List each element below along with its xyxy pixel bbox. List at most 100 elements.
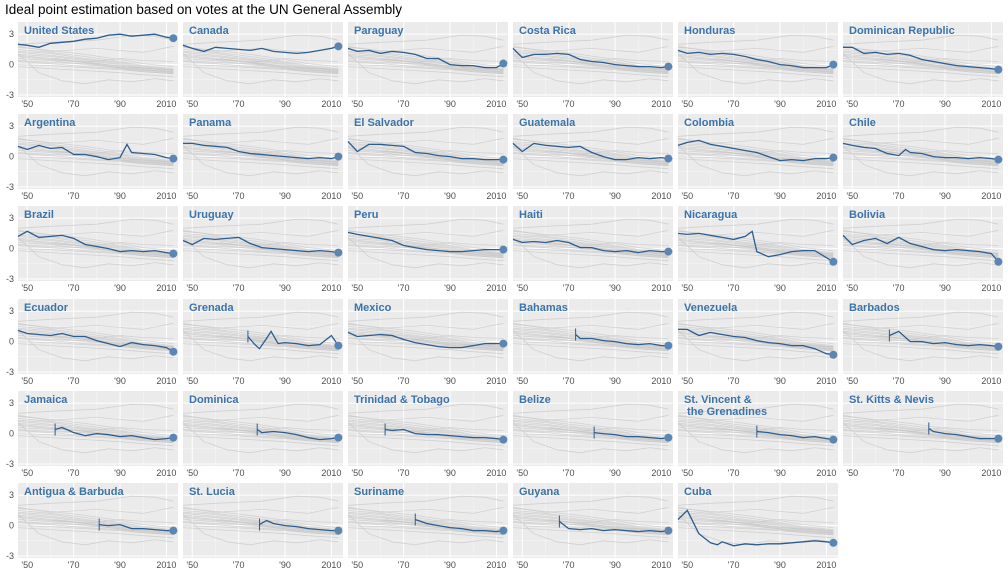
background-series-line xyxy=(842,137,999,145)
background-series-line xyxy=(512,418,669,438)
series-line-jamaica xyxy=(54,426,174,441)
background-series-line xyxy=(17,514,174,546)
background-series-line xyxy=(710,335,834,340)
x-tick-label: '70 xyxy=(398,191,410,201)
background-series-line xyxy=(512,148,669,163)
series-line-colombia xyxy=(677,139,834,162)
x-tick-label: '90 xyxy=(279,99,291,109)
background-series-line xyxy=(710,242,834,247)
background-series-line xyxy=(842,233,999,253)
background-series-line xyxy=(182,150,339,166)
series-endpoint-dominica xyxy=(334,433,343,442)
series-line-bahamas xyxy=(575,334,669,347)
x-tick-label: 2010 xyxy=(981,376,1001,386)
x-tick-label: '70 xyxy=(563,283,575,293)
background-series-line xyxy=(677,250,834,262)
background-series-line xyxy=(347,158,504,170)
y-tick-label: 0 xyxy=(9,60,14,70)
background-series-line xyxy=(347,326,504,346)
background-series-line xyxy=(182,495,339,506)
background-series-line xyxy=(347,403,504,414)
series-line-bolivia xyxy=(842,234,999,263)
background-series-line xyxy=(17,145,174,177)
background-series-line xyxy=(842,415,999,436)
background-series-line xyxy=(182,248,339,259)
panel-title-st-lucia: St. Lucia xyxy=(189,486,236,498)
panel-title-belize: Belize xyxy=(519,394,551,406)
series-endpoint-argentina xyxy=(169,154,178,163)
y-tick-label: 3 xyxy=(9,490,14,500)
x-tick-label: 2010 xyxy=(156,191,176,201)
x-tick-label: '90 xyxy=(114,560,126,570)
background-series-line xyxy=(512,506,669,514)
series-endpoint-costa-rica xyxy=(664,62,673,71)
x-tick-label: '90 xyxy=(609,99,621,109)
panel-title-el-salvador: El Salvador xyxy=(354,117,415,129)
panel-title-guatemala: Guatemala xyxy=(519,117,576,129)
background-series-line xyxy=(677,343,834,355)
background-series-line xyxy=(347,218,504,229)
background-series-line xyxy=(17,233,174,253)
background-series-line xyxy=(842,322,999,330)
background-series-line xyxy=(677,53,834,85)
background-series-line xyxy=(182,341,339,352)
series-endpoint-nicaragua xyxy=(829,257,838,266)
x-tick-label: '70 xyxy=(728,560,740,570)
background-series-line xyxy=(842,248,999,259)
panel-bahamas: Bahamas '50 '70 '90 2010 xyxy=(512,299,673,386)
background-series-line xyxy=(182,229,339,237)
panel-grenada: Grenada '50 '70 '90 2010 xyxy=(182,299,343,386)
panel-title-argentina: Argentina xyxy=(24,117,76,129)
background-series-line xyxy=(889,59,999,70)
background-series-line xyxy=(512,156,669,167)
background-series-line xyxy=(512,403,669,414)
panel-title-bahamas: Bahamas xyxy=(519,302,568,314)
background-series-line xyxy=(17,425,174,440)
x-tick-label: '50 xyxy=(21,283,33,293)
x-tick-label: '70 xyxy=(68,99,80,109)
panel-barbados: Barbados '50 '70 '90 2010 xyxy=(842,299,1003,386)
panel-suriname: Suriname '50 '70 '90 2010 xyxy=(347,483,508,570)
background-series-line xyxy=(229,151,339,162)
background-series-line xyxy=(17,229,174,237)
background-series-line xyxy=(347,250,504,262)
background-series-line xyxy=(394,243,504,254)
background-series-line xyxy=(17,49,174,69)
chart-title: Ideal point estimation based on votes at… xyxy=(5,2,402,17)
background-series-line xyxy=(17,323,174,344)
series-line-panama xyxy=(183,142,339,160)
background-series-line xyxy=(875,242,999,247)
background-series-line xyxy=(182,506,339,514)
series-endpoint-dominican-republic xyxy=(994,65,1003,74)
background-series-line xyxy=(512,34,669,45)
y-tick-label: 0 xyxy=(9,429,14,439)
background-series-line xyxy=(512,495,669,506)
series-line-argentina xyxy=(17,143,174,161)
x-tick-label: '70 xyxy=(563,376,575,386)
series-line-paraguay xyxy=(347,47,504,69)
background-series-line xyxy=(17,435,174,447)
background-series-line xyxy=(215,150,339,155)
background-series-line xyxy=(842,53,999,85)
series-line-united-states xyxy=(17,33,174,48)
y-tick-label: 0 xyxy=(9,337,14,347)
background-series-line xyxy=(182,525,339,536)
background-series-line xyxy=(17,510,174,530)
background-series-line xyxy=(677,34,834,45)
background-series-line xyxy=(347,248,504,259)
series-line-costa-rica xyxy=(512,47,669,69)
background-series-line xyxy=(182,58,339,74)
x-tick-label: '50 xyxy=(351,560,363,570)
background-series-line xyxy=(347,510,504,530)
background-series-line xyxy=(512,46,669,67)
x-tick-label: 2010 xyxy=(651,283,671,293)
x-tick-label: 2010 xyxy=(156,99,176,109)
panel-title-guyana: Guyana xyxy=(519,486,560,498)
x-tick-label: '90 xyxy=(774,99,786,109)
series-line-ecuador xyxy=(17,329,174,353)
panel-title-brazil: Brazil xyxy=(24,209,54,221)
background-series-line xyxy=(677,137,834,145)
x-tick-label: '70 xyxy=(398,283,410,293)
background-series-line xyxy=(182,519,339,535)
series-endpoint-jamaica xyxy=(169,433,178,442)
